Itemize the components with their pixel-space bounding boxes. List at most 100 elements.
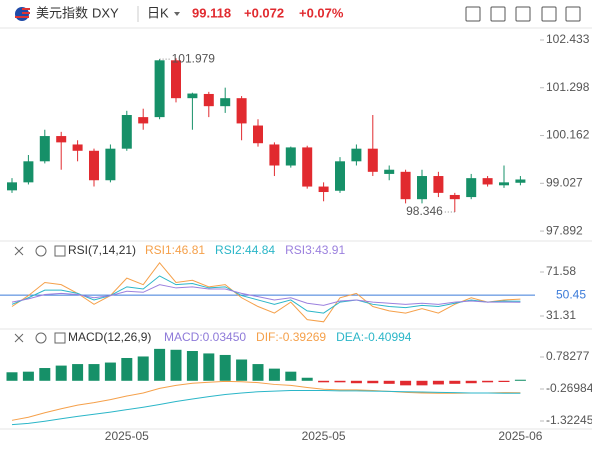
symbol: DXY: [92, 5, 119, 20]
macd-bar: [203, 353, 215, 381]
tool-icon[interactable]: [490, 6, 506, 22]
legend-entry: DIF:-0.39269: [256, 330, 326, 344]
header: 美元指数 DXY 日K 99.118 +0.072 +0.07%: [0, 5, 592, 29]
legend-entry: RSI3:43.91: [285, 243, 345, 257]
macd-bar: [55, 365, 67, 381]
close-icon[interactable]: [14, 333, 24, 343]
legend-entry: DEA:-0.40994: [336, 330, 412, 344]
y-tick-label: 99.027: [546, 175, 583, 189]
macd-bar: [154, 348, 166, 381]
macd-bar: [137, 356, 149, 381]
macd-bar: [268, 368, 280, 381]
candle-body: [449, 194, 460, 200]
period[interactable]: 日K: [147, 5, 169, 20]
tool-icon[interactable]: [465, 6, 481, 22]
macd-bar: [285, 371, 297, 381]
candle-body: [23, 161, 34, 183]
toggle-icon[interactable]: [54, 245, 66, 257]
candle-body: [417, 176, 427, 200]
candle-body: [367, 148, 378, 172]
macd-bar: [416, 380, 428, 386]
toggle-icon[interactable]: [54, 332, 66, 344]
macd-bar: [88, 364, 100, 381]
indicator-line: [11, 275, 521, 314]
macd-bar: [334, 380, 346, 383]
price: 99.118: [192, 5, 231, 20]
candle-body: [236, 98, 247, 124]
candle-body: [154, 60, 165, 118]
legend-entry: RSI2:44.84: [215, 243, 275, 257]
candle-body: [433, 176, 444, 193]
macd-bar: [367, 380, 379, 384]
index-name: 美元指数: [36, 5, 88, 20]
macd-bar: [186, 350, 198, 381]
macd-bar: [219, 354, 231, 381]
macd-bar: [252, 364, 264, 381]
annotation: 98.346: [406, 204, 443, 218]
change: +0.072: [244, 5, 284, 20]
indicator-line: [11, 261, 521, 323]
candle-body: [220, 98, 231, 107]
candle-body: [121, 115, 132, 149]
macd-bar: [6, 372, 18, 381]
y-tick-label: 71.58: [546, 264, 576, 278]
indicator-icons: [14, 245, 66, 344]
candle-body: [138, 117, 149, 124]
macd-title: MACD(12,26,9): [68, 330, 151, 344]
legend-entry: MACD:0.03450: [164, 330, 246, 344]
y-tick-label: -1.32245: [546, 413, 592, 427]
reference-label: 50.45: [556, 287, 586, 301]
candle-body: [318, 186, 329, 193]
x-tick-label: 2025-05: [105, 429, 149, 443]
candle-body: [482, 178, 493, 185]
candle-body: [72, 144, 83, 151]
candle-body: [515, 179, 526, 183]
candle-body: [253, 125, 263, 144]
macd-bar: [400, 380, 412, 386]
x-tick-label: 2025-06: [498, 429, 542, 443]
macd-bar: [121, 357, 133, 381]
change-pct: +0.07%: [299, 5, 344, 20]
candle-body: [39, 136, 50, 162]
macd-bar: [318, 380, 330, 383]
macd-bar: [39, 368, 51, 381]
y-tick-label: 102.433: [546, 32, 590, 46]
candle-body: [351, 148, 362, 162]
macd-bar: [449, 380, 461, 384]
macd-bar: [170, 349, 182, 381]
toolbar: [465, 6, 581, 22]
macd-bar: [22, 371, 34, 381]
dropdown-icon[interactable]: [174, 12, 180, 16]
y-tick-label: 101.298: [546, 80, 590, 94]
candle-body: [335, 161, 345, 191]
macd-bar: [514, 379, 526, 381]
y-tick-label: 97.892: [546, 223, 583, 237]
close-icon[interactable]: [14, 246, 24, 256]
candle-body: [56, 136, 67, 143]
macd-bar: [104, 362, 116, 381]
macd-bar: [236, 359, 248, 381]
settings-icon[interactable]: [35, 332, 47, 344]
tool-icon[interactable]: [515, 6, 531, 22]
legend-entry: RSI1:46.81: [145, 243, 205, 257]
tool-icon[interactable]: [541, 6, 557, 22]
annotation: 101.979: [172, 51, 216, 65]
y-tick-label: 0.78277: [546, 349, 590, 363]
x-tick-label: 2025-05: [302, 429, 346, 443]
settings-icon[interactable]: [35, 245, 47, 257]
candle-body: [89, 150, 99, 181]
macd-bar: [482, 380, 494, 383]
candle-body: [105, 148, 116, 181]
candle-body: [171, 60, 181, 99]
y-tick-label: 100.162: [546, 128, 590, 142]
candle-body: [400, 171, 411, 200]
candle-body: [7, 182, 17, 191]
tool-icon[interactable]: [565, 6, 581, 22]
candle-body: [302, 147, 313, 187]
candle-body: [499, 182, 509, 186]
macd-bar: [350, 380, 362, 384]
macd-bar: [72, 364, 84, 381]
indicator-line: [11, 380, 521, 421]
